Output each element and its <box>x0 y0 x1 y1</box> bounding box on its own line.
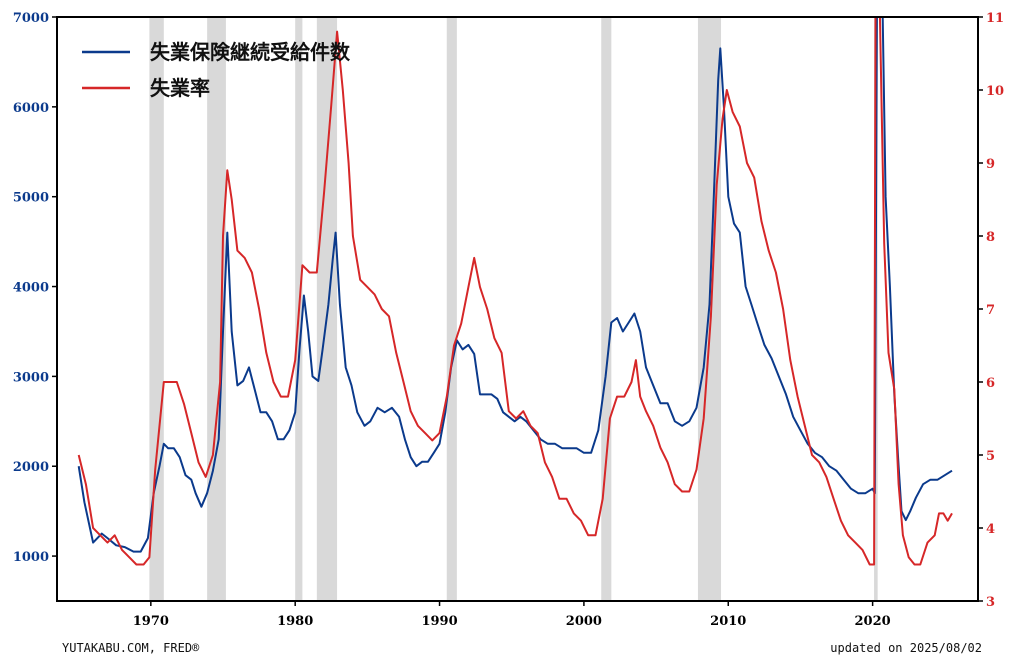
x-tick-label: 2020 <box>855 614 891 629</box>
left-tick-label: 3000 <box>13 370 49 385</box>
recession-band-4 <box>446 17 457 601</box>
right-tick-label: 4 <box>986 522 995 537</box>
right-tick-label: 7 <box>986 303 995 318</box>
left-tick-label: 6000 <box>13 101 49 116</box>
legend-label-0: 失業保険継続受給件数 <box>150 40 351 64</box>
x-tick-label: 1980 <box>277 614 313 629</box>
left-tick-label: 2000 <box>13 460 49 475</box>
left-tick-label: 4000 <box>13 281 49 296</box>
footer-updated: updated on 2025/08/02 <box>830 641 982 655</box>
footer-source: YUTAKABU.COM, FRED® <box>62 641 200 655</box>
series-line-unemployment <box>77 17 953 566</box>
right-axis-ticks: 3 4 5 6 7 8 9 10 11 <box>978 11 1004 610</box>
right-tick-label: 5 <box>986 449 995 464</box>
recession-band-5 <box>601 17 612 601</box>
x-axis-ticks: 1970 1980 1990 2000 2010 2020 <box>133 601 891 629</box>
right-tick-label: 10 <box>986 84 1004 99</box>
right-tick-label: 9 <box>986 157 995 172</box>
series-line-claims <box>77 17 953 553</box>
left-tick-label: 5000 <box>13 191 49 206</box>
left-axis-ticks: 1000 2000 3000 4000 5000 6000 7000 <box>13 11 57 565</box>
x-tick-label: 1970 <box>133 614 169 629</box>
left-tick-label: 1000 <box>13 550 49 565</box>
series-lines <box>77 17 953 566</box>
x-tick-label: 2000 <box>566 614 602 629</box>
right-tick-label: 11 <box>986 11 1004 26</box>
x-tick-label: 1990 <box>421 614 457 629</box>
recession-band-0 <box>149 17 164 601</box>
right-tick-label: 3 <box>986 595 995 610</box>
plot-frame <box>56 16 979 602</box>
x-tick-label: 2010 <box>710 614 746 629</box>
legend-label-1: 失業率 <box>150 76 210 100</box>
right-tick-label: 6 <box>986 376 995 391</box>
left-tick-label: 7000 <box>13 11 49 26</box>
right-tick-label: 8 <box>986 230 995 245</box>
recession-band-1 <box>207 17 226 601</box>
